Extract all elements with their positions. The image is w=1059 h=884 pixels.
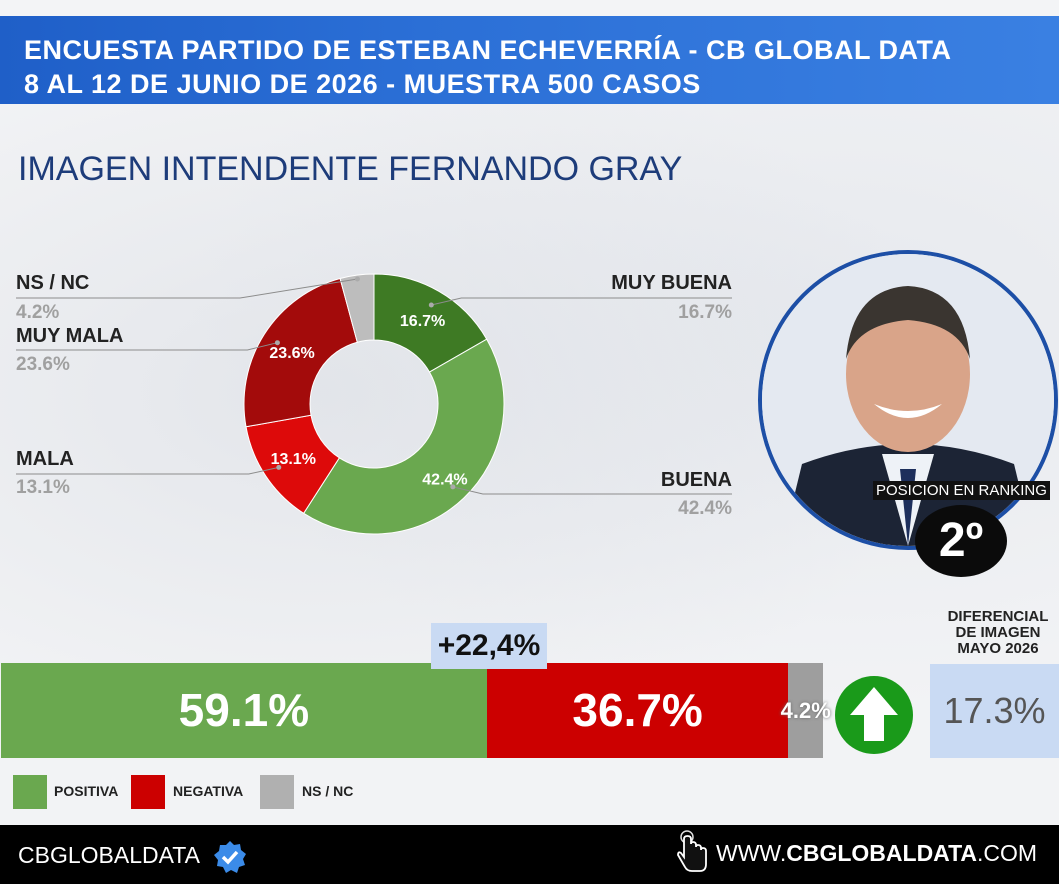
header-banner: ENCUESTA PARTIDO DE ESTEBAN ECHEVERRÍA -… [0, 16, 1059, 104]
label-ns-nc: NS / NC [16, 272, 90, 294]
footer: CBGLOBALDATA WWW.CBGLOBALDATA.COM [0, 825, 1059, 884]
ranking-label: POSICION EN RANKING [873, 481, 1050, 500]
leader-line [452, 486, 732, 495]
header-subtitle: 8 AL 12 DE JUNIO DE 2026 - MUESTRA 500 C… [24, 69, 701, 99]
bar-value-label: 4.2% [780, 698, 831, 723]
ranking-badge: 2º [915, 505, 1007, 577]
donut-slice-muy-mala [243, 277, 358, 428]
footer-brand: CBGLOBALDATA [18, 840, 247, 874]
diferencial-title-line: DIFERENCIAL [947, 608, 1049, 625]
chart-title: IMAGEN INTENDENTE FERNANDO GRAY [18, 150, 683, 188]
value-buena: 42.4% [678, 498, 732, 519]
value-ns-nc: 4.2% [16, 302, 60, 323]
donut-chart: 16.7% 42.4% 13.1% 23.6% [16, 273, 732, 535]
footer-url-main: CBGLOBALDATA [786, 840, 978, 866]
donut-value-label: 13.1% [271, 451, 316, 468]
value-muy-mala: 23.6% [16, 354, 70, 375]
footer-url[interactable]: WWW.CBGLOBALDATA.COM [716, 840, 1037, 867]
diferencial-title: DIFERENCIAL DE IMAGEN MAYO 2026 [930, 609, 1059, 657]
leader-dot [274, 340, 280, 346]
leader-line [16, 466, 279, 475]
leader-line [431, 297, 732, 306]
label-buena: BUENA [660, 469, 732, 491]
donut-value-label: 42.4% [422, 472, 467, 489]
hand-pointer-icon [677, 830, 707, 872]
footer-brand-text: CBGLOBALDATA [18, 842, 199, 869]
donut-slice-ns-nc [339, 273, 375, 343]
verified-badge-icon [214, 841, 247, 873]
leader-dot [428, 302, 434, 308]
label-mala: MALA [16, 448, 74, 470]
legend-swatch-positiva [13, 775, 47, 809]
leader-dot [354, 276, 360, 282]
legend-label-nsnc: NS / NC [302, 783, 354, 799]
diferencial-title-line: DE IMAGEN [955, 624, 1041, 641]
difference-annotation: +22,4% [431, 623, 547, 669]
bar-value-label: 36.7% [572, 684, 703, 736]
bar-segment-positiva: 59.1% [1, 663, 487, 758]
leader-line [16, 278, 358, 299]
footer-url-prefix: WWW. [716, 840, 787, 866]
bar-value-label: 59.1% [178, 684, 310, 736]
diferencial-value: 17.3% [930, 664, 1059, 758]
footer-url-suffix: .COM [977, 840, 1038, 866]
value-mala: 13.1% [16, 477, 70, 498]
leader-dot [276, 464, 282, 470]
diferencial-title-line: MAYO 2026 [957, 640, 1039, 657]
legend-swatch-negativa [131, 775, 165, 809]
label-muy-buena: MUY BUENA [611, 272, 732, 294]
legend-label-positiva: POSITIVA [54, 783, 119, 799]
legend-label-negativa: NEGATIVA [173, 783, 244, 799]
bar-segment-ns-nc: 4.2% [781, 663, 831, 758]
avatar [758, 250, 1058, 550]
donut-value-label: 23.6% [269, 345, 314, 362]
value-muy-buena: 16.7% [678, 302, 732, 323]
arrow-up-icon [835, 676, 913, 754]
donut-slice-buena [302, 338, 505, 535]
legend-swatch-nsnc [260, 775, 294, 809]
bar-segment-negativa: 36.7% [486, 663, 789, 758]
header-title: ENCUESTA PARTIDO DE ESTEBAN ECHEVERRÍA -… [24, 35, 952, 65]
label-muy-mala: MUY MALA [16, 325, 124, 347]
leader-dot [450, 484, 456, 490]
donut-value-label: 16.7% [400, 313, 445, 330]
leader-line [16, 342, 278, 351]
